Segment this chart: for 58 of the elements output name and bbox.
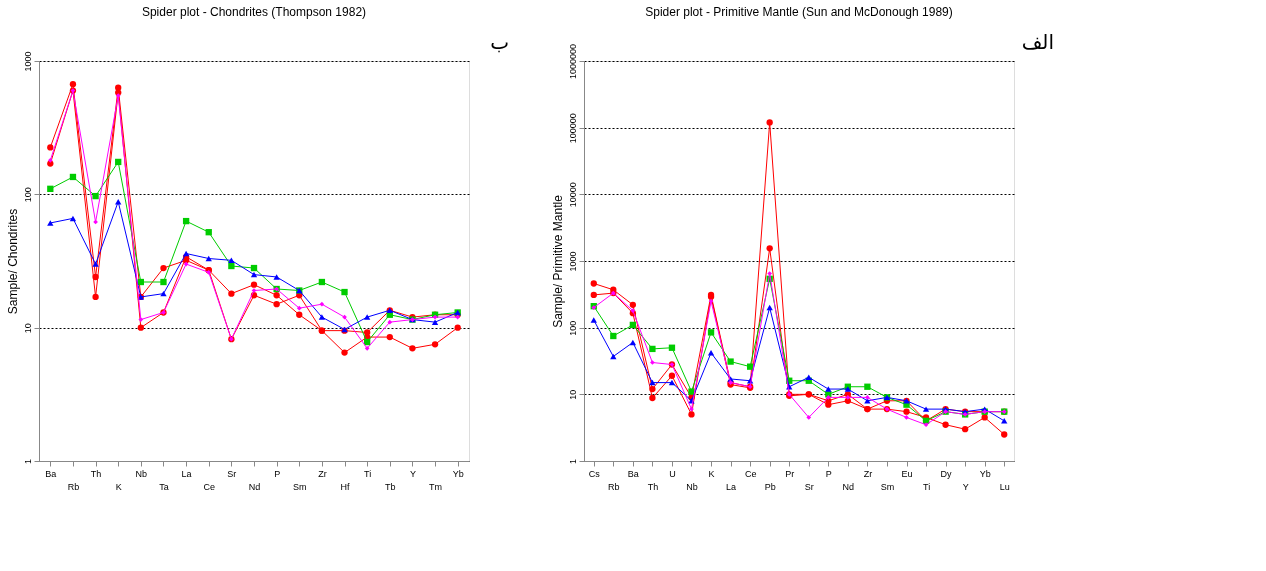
x-tick-label: Ba — [45, 468, 57, 479]
x-tick-label: Pb — [764, 481, 776, 492]
y-tick-label: 10 — [22, 323, 33, 334]
x-tick-label: La — [181, 468, 192, 479]
x-tick-label: La — [726, 481, 737, 492]
x-tick-label: Nb — [686, 481, 698, 492]
x-tick-label: Nd — [248, 481, 261, 492]
x-tick-label: Pr — [785, 468, 795, 479]
x-tick-label: Lu — [999, 481, 1010, 492]
x-tick-label: K — [115, 481, 122, 492]
x-tick-label: Sr — [804, 481, 814, 492]
x-tick-label: U — [669, 468, 676, 479]
chart-title: Spider plot - Chondrites (Thompson 1982) — [141, 5, 367, 19]
x-tick-label: Nd — [842, 481, 855, 492]
x-tick-label: Y — [409, 468, 416, 479]
x-tick-label: Sm — [293, 481, 307, 492]
x-tick-label: Tb — [385, 481, 396, 492]
x-tick-label: Eu — [901, 468, 913, 479]
y-tick-label: 1000 — [567, 251, 578, 272]
y-tick-label: 100000 — [567, 113, 578, 144]
x-tick-label: Ti — [922, 481, 931, 492]
text: ب — [490, 30, 509, 54]
y-tick-label: 1000 — [22, 51, 33, 72]
y-tick-label: 100 — [22, 187, 33, 203]
x-tick-label: Sr — [227, 468, 237, 479]
x-tick-label: Yb — [452, 468, 464, 479]
x-tick-label: Ba — [627, 468, 639, 479]
x-tick-label: Ta — [159, 481, 169, 492]
x-tick-label: Cs — [588, 468, 601, 479]
x-tick-label: K — [708, 468, 715, 479]
x-tick-label: Dy — [940, 468, 953, 479]
y-tick-label: 1000000 — [567, 43, 578, 80]
y-tick-label: 10 — [567, 389, 578, 400]
text: الف — [1021, 30, 1054, 54]
chart-title: Spider plot - Primitive Mantle (Sun and McDonough 1989) — [645, 5, 953, 19]
x-tick-label: P — [825, 468, 832, 479]
x-tick-label: Ce — [744, 468, 757, 479]
x-tick-label: Tm — [429, 481, 443, 492]
x-tick-label: Rb — [67, 481, 80, 492]
x-tick-label: Ce — [203, 481, 215, 492]
y-axis-title: Sample/ Chondrites — [5, 208, 20, 315]
x-tick-label: Hf — [340, 481, 351, 492]
x-tick-label: Y — [962, 481, 969, 492]
x-tick-label: Th — [647, 481, 659, 492]
y-tick-label: 10000 — [567, 182, 578, 208]
x-tick-label: P — [274, 468, 281, 479]
x-tick-label: Rb — [608, 481, 620, 492]
x-tick-label: Zr — [318, 468, 327, 479]
x-tick-label: Nb — [135, 468, 148, 479]
x-tick-label: Yb — [979, 468, 991, 479]
x-tick-label: Th — [90, 468, 102, 479]
x-tick-label: Zr — [863, 468, 873, 479]
y-tick-label: 1 — [22, 458, 33, 465]
x-tick-label: Sm — [880, 481, 895, 492]
x-tick-label: Ti — [364, 468, 372, 479]
y-axis-title: Sample/ Primitive Mantle — [550, 194, 565, 328]
y-tick-label: 1 — [567, 458, 578, 465]
y-tick-label: 100 — [567, 320, 578, 336]
